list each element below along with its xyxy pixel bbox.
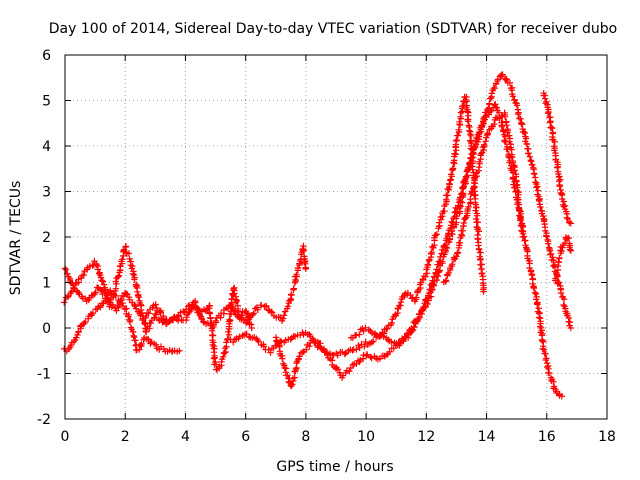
y-tick-label: -1 <box>37 367 51 383</box>
y-tick-label: 0 <box>42 321 51 337</box>
x-tick-label: 4 <box>181 429 190 445</box>
series-track-h <box>540 90 575 227</box>
x-tick-label: 8 <box>301 429 310 445</box>
y-tick-label: 3 <box>42 185 51 201</box>
data-series <box>61 71 575 400</box>
y-tick-label: 2 <box>42 230 51 246</box>
y-tick-label: 1 <box>42 276 51 292</box>
series-track-g <box>440 109 527 286</box>
x-tick-label: 14 <box>478 429 496 445</box>
y-tick-label: -2 <box>37 412 51 428</box>
series-track-d <box>227 101 566 400</box>
y-tick-label: 4 <box>42 139 51 155</box>
x-tick-label: 6 <box>241 429 250 445</box>
series-track-f <box>347 71 575 347</box>
series-track-i <box>552 234 575 284</box>
x-tick-label: 10 <box>357 429 375 445</box>
series-track-c <box>61 287 183 355</box>
chart-title: Day 100 of 2014, Sidereal Day-to-day VTE… <box>49 21 617 37</box>
x-axis-label: GPS time / hours <box>276 459 393 475</box>
x-tick-label: 0 <box>61 429 70 445</box>
y-tick-label: 6 <box>42 48 51 64</box>
y-tick-label: 5 <box>42 94 51 110</box>
y-axis-label: SDTVAR / TECUs <box>8 181 24 296</box>
x-tick-label: 18 <box>598 429 616 445</box>
x-tick-label: 12 <box>417 429 435 445</box>
x-tick-label: 2 <box>121 429 130 445</box>
series-track-e <box>272 93 487 390</box>
x-tick-label: 16 <box>538 429 556 445</box>
